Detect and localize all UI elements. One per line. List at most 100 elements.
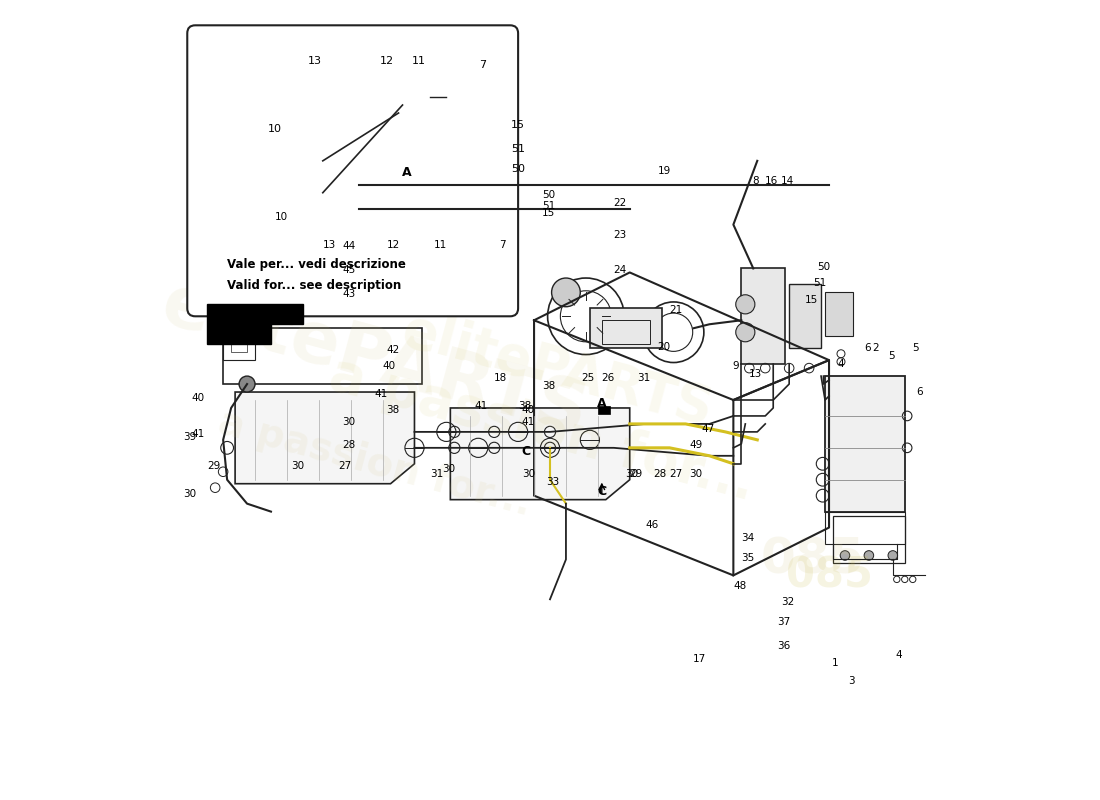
- Text: 1: 1: [832, 658, 838, 668]
- Text: 19: 19: [658, 166, 671, 176]
- Text: 10: 10: [275, 212, 288, 222]
- Circle shape: [302, 222, 308, 228]
- Circle shape: [345, 271, 381, 306]
- Text: 28: 28: [342, 441, 355, 450]
- Text: Valid for... see description: Valid for... see description: [227, 279, 402, 293]
- Text: 31: 31: [430, 469, 443, 479]
- Text: 32: 32: [781, 597, 794, 606]
- Circle shape: [888, 550, 898, 560]
- Circle shape: [302, 230, 308, 236]
- Text: 44: 44: [342, 241, 355, 251]
- Text: 51: 51: [542, 202, 556, 211]
- Text: 30: 30: [290, 461, 304, 471]
- Text: 41: 41: [474, 401, 487, 410]
- Text: 15: 15: [542, 208, 556, 218]
- Text: Vale per... vedi descrizione: Vale per... vedi descrizione: [227, 258, 406, 271]
- Bar: [741, 269, 785, 364]
- Text: 14: 14: [781, 176, 794, 186]
- Bar: [602, 320, 650, 344]
- Text: 49: 49: [690, 441, 703, 450]
- Text: 34: 34: [741, 533, 755, 543]
- Text: 47: 47: [701, 425, 715, 434]
- Text: 36: 36: [777, 641, 790, 650]
- Text: 12: 12: [379, 56, 394, 66]
- Text: 24: 24: [614, 265, 627, 275]
- Text: 42: 42: [386, 345, 399, 354]
- Circle shape: [736, 322, 755, 342]
- Text: C: C: [521, 446, 530, 458]
- Text: 29: 29: [629, 469, 642, 479]
- Text: 15: 15: [805, 295, 818, 306]
- Text: 7: 7: [478, 60, 486, 70]
- Text: 17: 17: [693, 654, 706, 664]
- Polygon shape: [207, 304, 302, 344]
- Text: 45: 45: [342, 265, 355, 275]
- Text: 30: 30: [442, 464, 455, 474]
- Circle shape: [239, 376, 255, 392]
- Text: 41: 41: [374, 390, 387, 399]
- Polygon shape: [235, 392, 415, 484]
- Text: 50: 50: [512, 164, 525, 174]
- Text: 5: 5: [888, 351, 894, 361]
- Text: 26: 26: [602, 374, 615, 383]
- Bar: [590, 308, 661, 348]
- Text: 20: 20: [658, 342, 671, 351]
- Text: a passion for...: a passion for...: [213, 404, 536, 524]
- Text: 15: 15: [512, 120, 525, 130]
- Text: 10: 10: [268, 124, 282, 134]
- Text: 40: 40: [191, 393, 205, 402]
- Text: 30: 30: [521, 469, 535, 479]
- Text: 40: 40: [383, 361, 396, 370]
- Bar: [231, 328, 248, 352]
- Text: elitePARTS: elitePARTS: [154, 270, 595, 450]
- Bar: [290, 157, 322, 229]
- Text: C: C: [597, 485, 606, 498]
- Text: 5: 5: [912, 343, 918, 353]
- Text: 16: 16: [764, 176, 779, 186]
- Text: 085: 085: [761, 535, 866, 583]
- Circle shape: [551, 278, 581, 306]
- Circle shape: [865, 550, 873, 560]
- Text: 3: 3: [848, 676, 855, 686]
- Text: 30: 30: [183, 489, 196, 499]
- Text: 25: 25: [582, 374, 595, 383]
- Text: 22: 22: [614, 198, 627, 208]
- Text: 13: 13: [749, 369, 762, 378]
- Text: 21: 21: [669, 305, 683, 315]
- Text: A: A: [597, 398, 606, 410]
- Text: 27: 27: [669, 469, 683, 479]
- Text: 48: 48: [733, 581, 747, 590]
- Text: 51: 51: [512, 144, 525, 154]
- Text: 38: 38: [542, 382, 556, 391]
- Bar: [223, 328, 422, 384]
- Text: elitePARTS
a passion for...: elitePARTS a passion for...: [324, 289, 776, 511]
- Bar: [789, 285, 821, 348]
- Text: 39: 39: [183, 433, 196, 442]
- Bar: [398, 69, 478, 125]
- Bar: [825, 512, 905, 543]
- Text: 30: 30: [626, 469, 639, 479]
- Text: 29: 29: [207, 461, 220, 471]
- Text: 2: 2: [872, 343, 879, 353]
- Text: 23: 23: [614, 230, 627, 240]
- Text: 35: 35: [741, 553, 755, 563]
- Text: 30: 30: [690, 469, 703, 479]
- Circle shape: [840, 550, 850, 560]
- Bar: [223, 328, 255, 360]
- Text: 6: 6: [864, 343, 870, 353]
- Text: 11: 11: [411, 56, 426, 66]
- Circle shape: [302, 214, 308, 220]
- Text: 4: 4: [895, 650, 902, 660]
- Text: A: A: [402, 166, 411, 179]
- Text: 8: 8: [752, 176, 759, 186]
- Text: 50: 50: [542, 190, 556, 200]
- Text: 38: 38: [518, 401, 531, 410]
- Text: 31: 31: [637, 374, 651, 383]
- Text: 4: 4: [838, 359, 845, 369]
- Text: 30: 30: [342, 417, 355, 426]
- Text: 7: 7: [499, 239, 506, 250]
- Bar: [597, 406, 609, 414]
- Text: 12: 12: [386, 239, 399, 250]
- Text: 43: 43: [342, 289, 355, 299]
- Text: 28: 28: [653, 469, 667, 479]
